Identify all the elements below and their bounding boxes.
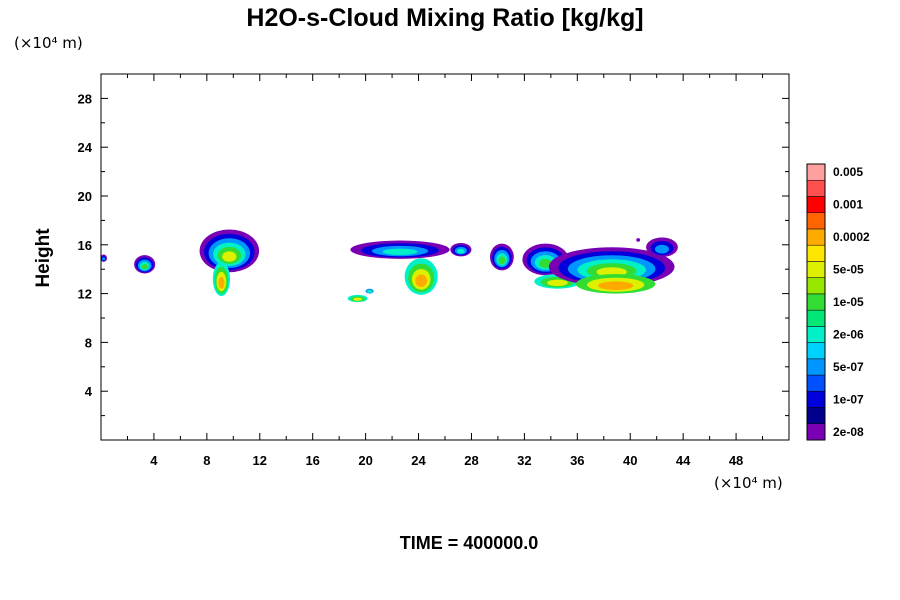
y-tick-label: 8: [85, 335, 92, 350]
colorbar-swatch: [806, 423, 826, 441]
x-tick-label: 48: [729, 453, 743, 468]
colorbar-label: 0.0002: [833, 230, 870, 244]
x-tick-label: 4: [150, 453, 158, 468]
cloud-contour-14-level-4: [654, 244, 670, 254]
colorbar-swatch: [806, 277, 826, 295]
colorbar-label: 5e-05: [833, 263, 864, 277]
cloud-contour-0-level-8: [141, 263, 148, 270]
colorbar-label: 2e-08: [833, 425, 864, 439]
y-tick-label: 24: [78, 140, 93, 155]
colorbar-label: 1e-07: [833, 392, 864, 406]
chart-title: H2O-s-Cloud Mixing Ratio [kg/kg]: [246, 4, 643, 32]
y-tick-label: 12: [78, 287, 92, 302]
x-tick-label: 36: [570, 453, 584, 468]
y-tick-label: 20: [78, 189, 92, 204]
x-tick-label: 40: [623, 453, 637, 468]
colorbar-label: 0.005: [833, 165, 863, 179]
cloud-contour-4-level-10: [353, 297, 363, 301]
colorbar: 2e-08 1e-07 5e-07 2e-06 1e-05 5e-05 0.0002 0.00…: [806, 163, 870, 441]
time-label: TIME = 400000.0: [400, 533, 539, 553]
y-tick-label: 28: [78, 91, 92, 106]
cloud-field: [101, 229, 678, 303]
cloud-contour-7-level-12: [415, 274, 427, 288]
colorbar-swatch: [806, 163, 826, 181]
colorbar-swatch: [806, 374, 826, 392]
colorbar-label: 2e-06: [833, 327, 864, 341]
colorbar-swatch: [806, 407, 826, 425]
cloud-contour-5-level-6: [367, 289, 373, 293]
x-tick-label: 28: [464, 453, 478, 468]
y-axis-label: Height: [33, 228, 54, 288]
cloud-contour-11-level-10: [547, 279, 568, 287]
x-tick-label: 24: [411, 453, 426, 468]
colorbar-swatch: [806, 261, 826, 278]
colorbar-swatch: [806, 196, 826, 213]
y-unit-label: (×10⁴ m): [14, 34, 83, 52]
x-tick-label: 44: [676, 453, 691, 468]
colorbar-swatch: [806, 309, 826, 327]
colorbar-swatch: [806, 326, 826, 343]
cloud-contour-3-level-12: [218, 276, 225, 289]
x-tick-label: 20: [358, 453, 372, 468]
colorbar-swatch: [806, 391, 826, 408]
colorbar-label: 5e-07: [833, 360, 864, 374]
cloud-contour-8-level-6: [457, 248, 465, 254]
y-tick-label: 16: [78, 238, 92, 253]
x-tick-label: 8: [203, 453, 210, 468]
colorbar-swatch: [806, 244, 826, 262]
x-unit-label: (×10⁴ m): [714, 474, 783, 492]
cloud-contour-6-level-6: [382, 248, 418, 255]
plot-frame: [100, 73, 790, 441]
x-tick-label: 32: [517, 453, 531, 468]
cloud-contour-13-level-12: [598, 281, 634, 291]
colorbar-label: 0.001: [833, 198, 863, 212]
cloud-contour-1-level-4: [102, 257, 106, 261]
cloud-contour-2-level-10: [222, 251, 237, 262]
colorbar-frame: [806, 163, 826, 441]
colorbar-swatch: [806, 212, 826, 230]
colorbar-swatch: [806, 179, 826, 197]
cloud-contour-10-level-8: [538, 258, 553, 268]
cloud-contour-9-level-8: [498, 256, 506, 265]
colorbar-label: 1e-05: [833, 295, 864, 309]
colorbar-swatch: [806, 358, 826, 376]
cloud-contour-15-level-0: [636, 238, 641, 242]
y-tick-label: 4: [85, 384, 93, 399]
x-tick-label: 16: [305, 453, 319, 468]
colorbar-swatch: [806, 342, 826, 360]
x-tick-label: 12: [253, 453, 267, 468]
colorbar-swatch: [806, 228, 826, 246]
colorbar-swatch: [806, 293, 826, 311]
